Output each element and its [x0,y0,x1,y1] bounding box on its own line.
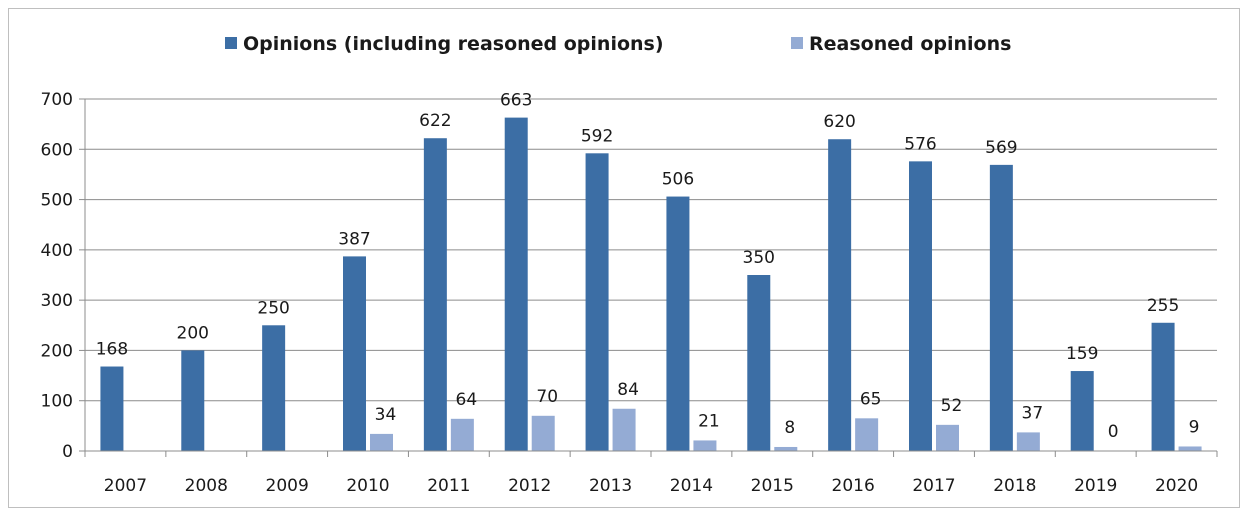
bar-opinions [343,256,366,451]
data-label: 663 [500,91,532,111]
bar-reasoned-opinions [855,418,879,451]
data-label: 21 [698,411,720,431]
data-label: 52 [941,396,963,416]
x-tick-label: 2010 [346,476,389,496]
data-labels: 168 200 250 387 622 663 592 506 350 620 576 569 159 2… [96,91,1200,442]
data-label: 9 [1189,417,1200,437]
data-label: 37 [1022,403,1044,423]
legend-swatch [225,37,237,49]
data-label: 84 [617,380,639,400]
x-tick-label: 2011 [427,476,470,496]
x-tick-label: 2020 [1155,476,1198,496]
data-label: 8 [784,418,795,438]
bar-reasoned-opinions [1016,432,1040,451]
x-tick-label: 2016 [832,476,875,496]
x-tick-label: 2017 [912,476,955,496]
bar-reasoned-opinions [612,408,636,451]
bar-opinions [1151,322,1175,451]
x-tick-label: 2019 [1074,476,1117,496]
y-tick-label: 500 [41,191,73,211]
bar-reasoned-opinions [936,424,959,451]
x-tick-label: 2015 [751,476,794,496]
data-label: 200 [177,323,209,343]
bar-opinions [100,366,124,451]
data-label: 387 [338,229,370,249]
data-label: 250 [257,298,289,318]
bar-opinions [585,153,609,451]
bar-reasoned-opinions [531,415,555,451]
y-tick-label: 200 [41,341,73,361]
x-tick-label: 2009 [266,476,309,496]
bar-opinions [504,117,528,451]
data-label: 350 [743,248,775,268]
data-label: 34 [375,405,397,425]
legend-label: Reasoned opinions [809,33,1011,55]
y-tick-label: 0 [62,442,73,462]
bars [100,117,1202,452]
y-tick-label: 600 [41,140,73,160]
x-tick-label: 2018 [993,476,1036,496]
bar-chart: Opinions (including reasoned opinions) Re… [41,33,1218,496]
x-tick-label: 2008 [185,476,228,496]
bar-opinions [181,350,205,451]
y-tick-label: 400 [41,241,73,261]
data-label: 65 [860,389,882,409]
bar-reasoned-opinions [450,418,474,451]
legend: Opinions (including reasoned opinions) Re… [225,33,1011,55]
bar-opinions [666,196,690,451]
data-label: 255 [1147,296,1179,316]
legend-label: Opinions (including reasoned opinions) [243,33,664,55]
data-label: 168 [96,340,128,360]
data-label: 0 [1108,422,1119,442]
bar-opinions [262,325,286,451]
data-label: 622 [419,111,451,131]
x-tick-label: 2007 [104,476,147,496]
data-label: 569 [985,138,1017,158]
bar-reasoned-opinions [774,446,798,451]
data-label: 506 [662,170,694,190]
data-label: 159 [1066,344,1098,364]
bar-opinions [828,139,852,451]
x-tick-label: 2014 [670,476,713,496]
data-label: 592 [581,126,613,146]
bar-opinions [989,164,1013,452]
data-label: 620 [823,112,855,132]
bar-reasoned-opinions [1178,446,1202,451]
x-tick-label: 2013 [589,476,632,496]
bar-opinions [747,275,771,451]
bar-reasoned-opinions [370,433,393,451]
gridlines [85,98,1217,402]
bar-opinions [1070,371,1094,451]
bar-opinions [909,161,932,451]
y-tick-label: 300 [41,291,73,311]
y-tick-label: 700 [41,90,73,110]
data-label: 70 [536,387,558,407]
data-label: 64 [456,390,478,410]
chart-frame: Opinions (including reasoned opinions) Re… [8,8,1240,508]
data-label: 576 [904,134,936,154]
y-tick-label: 100 [41,392,73,412]
bar-opinions [423,138,447,452]
legend-swatch [791,37,803,49]
bar-reasoned-opinions [693,440,717,451]
x-tick-label: 2012 [508,476,551,496]
